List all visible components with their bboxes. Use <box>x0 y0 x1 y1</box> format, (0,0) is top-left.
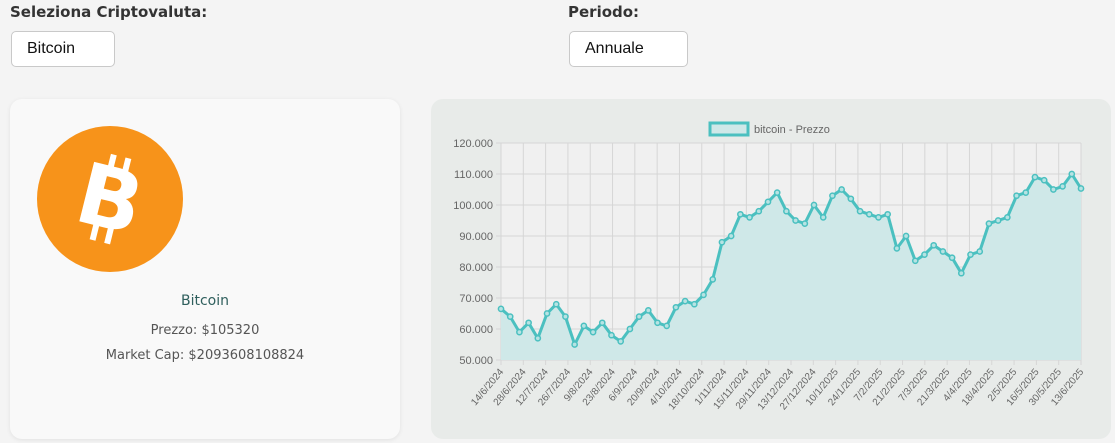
price-point[interactable] <box>746 214 753 221</box>
y-tick-label: 80.000 <box>459 262 493 274</box>
price-point[interactable] <box>783 207 790 215</box>
price-point[interactable] <box>957 269 965 277</box>
price-point[interactable] <box>902 232 910 240</box>
price-point[interactable] <box>819 214 827 221</box>
price-point[interactable] <box>644 307 652 314</box>
price-point[interactable] <box>608 331 615 339</box>
coin-info-card: B Bitcoin Prezzo: $105320 Market Cap: $2… <box>10 99 400 439</box>
price-point[interactable] <box>534 334 542 342</box>
price-point[interactable] <box>589 328 597 336</box>
price-point[interactable] <box>552 300 560 308</box>
price-point[interactable] <box>893 245 901 252</box>
price-point[interactable] <box>1013 192 1020 200</box>
price-point[interactable] <box>580 322 588 330</box>
price-point[interactable] <box>856 207 864 215</box>
price-point[interactable] <box>985 220 993 227</box>
price-point[interactable] <box>672 303 680 311</box>
price-point[interactable] <box>598 319 606 327</box>
price-point[interactable] <box>930 241 938 249</box>
price-point[interactable] <box>709 276 717 283</box>
price-point[interactable] <box>967 251 974 258</box>
price-point[interactable] <box>690 300 698 308</box>
price-point[interactable] <box>617 338 625 345</box>
price-point[interactable] <box>562 313 569 320</box>
price-point[interactable] <box>497 305 505 313</box>
price-chart-panel: 50.000 60.000 70.000 80.000 90.000 100.000 110… <box>431 99 1111 439</box>
period-select-label: Periodo: <box>568 3 640 21</box>
price-point[interactable] <box>755 207 763 215</box>
coin-market-cap: Market Cap: $2093608108824 <box>105 348 305 363</box>
coin-price: Prezzo: $105320 <box>150 323 260 338</box>
price-point[interactable] <box>1022 189 1030 196</box>
price-point[interactable] <box>1077 185 1085 192</box>
price-point[interactable] <box>1003 214 1011 221</box>
price-point[interactable] <box>727 232 735 240</box>
period-select[interactable]: Annuale <box>569 31 688 67</box>
price-point[interactable] <box>1040 176 1048 184</box>
price-point[interactable] <box>700 291 707 299</box>
price-point[interactable] <box>764 198 772 206</box>
price-point[interactable] <box>939 248 947 255</box>
y-tick-label: 50.000 <box>459 355 493 367</box>
price-point[interactable] <box>737 210 744 218</box>
legend-swatch <box>708 121 750 137</box>
price-point[interactable] <box>875 214 882 221</box>
y-tick-label: 110.000 <box>454 169 493 181</box>
price-point[interactable] <box>792 217 799 224</box>
price-series-line <box>500 172 1083 346</box>
price-point[interactable] <box>525 319 532 327</box>
y-tick-label: 100.000 <box>453 200 493 212</box>
price-point[interactable] <box>911 257 919 265</box>
price-point[interactable] <box>1068 170 1076 178</box>
price-point[interactable] <box>654 319 661 327</box>
price-point[interactable] <box>810 201 818 209</box>
crypto-select[interactable]: Bitcoin <box>11 31 115 67</box>
chart-legend[interactable]: bitcoin - Prezzo <box>708 121 830 137</box>
price-chart: 50.000 60.000 70.000 80.000 90.000 100.000 110… <box>453 121 1087 412</box>
price-point[interactable] <box>884 210 892 218</box>
price-point[interactable] <box>838 186 845 193</box>
price-point[interactable] <box>1050 186 1057 193</box>
price-point[interactable] <box>801 220 809 227</box>
price-point[interactable] <box>847 195 855 203</box>
price-point[interactable] <box>626 325 634 333</box>
price-point[interactable] <box>516 328 523 336</box>
price-point[interactable] <box>571 341 579 348</box>
bitcoin-logo-icon: B <box>36 125 184 277</box>
y-tick-label: 90.000 <box>459 231 493 243</box>
price-point[interactable] <box>994 217 1002 224</box>
price-point[interactable] <box>663 322 671 330</box>
y-tick-label: 60.000 <box>459 324 493 336</box>
legend-label: bitcoin - Prezzo <box>754 124 830 136</box>
price-point[interactable] <box>506 313 514 320</box>
y-tick-label: 120.000 <box>453 138 493 150</box>
price-point[interactable] <box>1059 183 1066 190</box>
price-point[interactable] <box>976 248 984 255</box>
price-point[interactable] <box>921 251 928 258</box>
y-tick-label: 70.000 <box>459 293 493 305</box>
price-point[interactable] <box>948 254 956 262</box>
price-point[interactable] <box>718 238 726 246</box>
price-point[interactable] <box>543 310 551 317</box>
price-point[interactable] <box>635 313 643 320</box>
crypto-select-label: Seleziona Criptovaluta: <box>10 3 208 21</box>
price-point[interactable] <box>829 192 836 200</box>
price-point[interactable] <box>1031 173 1039 181</box>
price-point[interactable] <box>773 189 781 196</box>
coin-name: Bitcoin <box>180 293 229 309</box>
price-point[interactable] <box>681 297 689 305</box>
price-point[interactable] <box>865 210 873 218</box>
